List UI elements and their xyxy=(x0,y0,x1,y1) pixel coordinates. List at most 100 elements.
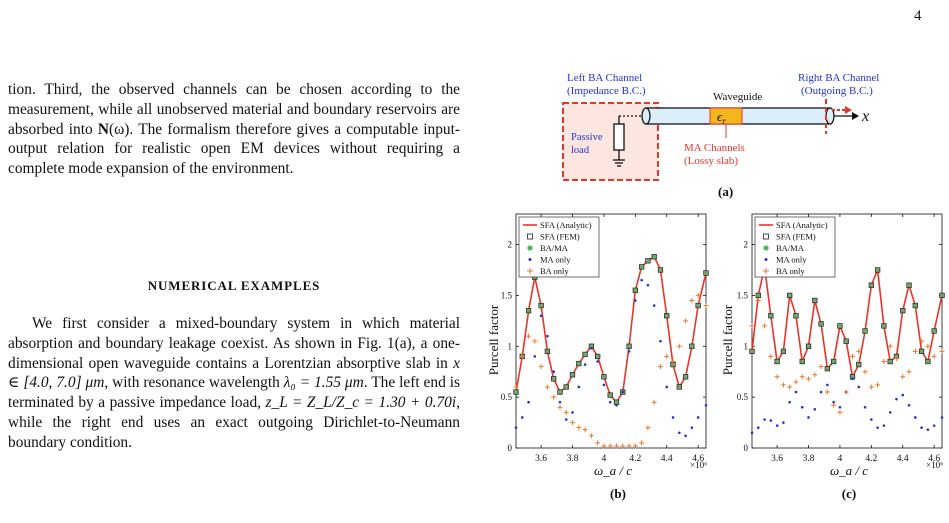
chart-c-point-sfa-fem xyxy=(881,323,887,329)
chart-c-point-sfa-fem xyxy=(862,328,868,334)
figure-a-schematic: Left BA Channel (Impedance B.C.) Passive… xyxy=(562,72,879,199)
ma-label-2: (Lossy slab) xyxy=(684,155,738,167)
chart-c: Purcell factor ω_a / c ×10⁶ (c) 3.6 3.8 4 4… xyxy=(722,213,945,501)
chart-c-point-ba-only xyxy=(843,389,849,395)
chart-b-point-ba-only xyxy=(620,443,626,449)
chart-b-point-ba-only xyxy=(576,425,582,431)
chart-b-point-sfa-fem xyxy=(563,384,569,390)
chart-c-ylabel: Purcell factor xyxy=(722,304,735,375)
chart-c-axes-box xyxy=(751,213,943,449)
chart-c-xtick-label: 3.8 xyxy=(803,454,815,464)
left-ba-label-2: (Impedance B.C.) xyxy=(567,85,646,97)
chart-b-point-ma-only xyxy=(608,400,612,404)
chart-b-ytick-label: 1.5 xyxy=(501,290,513,300)
chart-b-point-ba-only xyxy=(657,364,663,370)
chart-c-xtick-label: 4 xyxy=(838,454,843,464)
chart-b-point-ba-only xyxy=(626,443,632,449)
chart-c-point-ma-only xyxy=(876,426,879,429)
chart-c-point-ma-only xyxy=(920,426,923,429)
chart-c-point-sfa-fem xyxy=(887,358,893,365)
chart-b-xtick-label: 4 xyxy=(602,454,607,464)
x-axis-label: x xyxy=(861,108,869,125)
chart-b-point-ma-only xyxy=(640,278,643,282)
chart-b-point-ma-only xyxy=(590,346,593,350)
chart-c-legend-label: SFA (Analytic) xyxy=(776,220,828,230)
chart-b-point-ma-only xyxy=(571,411,574,414)
chart-c-point-ma-only xyxy=(932,424,936,427)
chart-c-point-ba-only xyxy=(906,369,912,375)
chart-c-point-ma-only xyxy=(763,418,766,421)
chart-b-point-ba-only xyxy=(519,353,525,359)
chart-b-point-ma-only xyxy=(678,431,681,435)
chart-c-point-sfa-fem xyxy=(768,313,774,319)
chart-b-point-ma-only xyxy=(520,416,524,419)
chart-c-point-ma-only xyxy=(782,421,785,424)
chart-b-point-ma-only xyxy=(602,383,606,387)
chart-c-point-sfa-fem xyxy=(755,292,761,299)
chart-b-caption: (b) xyxy=(610,486,626,501)
chart-b-ytick-label: 0.5 xyxy=(501,392,513,402)
chart-c-point-ba-only xyxy=(912,348,918,354)
chart-b-point-ba-only xyxy=(557,404,563,410)
lossy-slab xyxy=(709,107,743,125)
chart-b-point-sfa-fem xyxy=(525,308,532,314)
chart-b-point-ma-only xyxy=(596,360,599,363)
paragraph-2: We first consider a mixed-boundary syste… xyxy=(8,314,460,453)
chart-b-point-sfa-fem xyxy=(689,343,695,349)
n-symbol-arg: (ω) xyxy=(109,120,130,138)
chart-b-point-ma-only xyxy=(684,434,687,438)
chart-b-point-sfa-fem xyxy=(544,348,551,354)
outgoing-arrow-icon xyxy=(832,106,852,114)
chart-c-legend-swatch-square xyxy=(763,233,769,240)
chart-c-point-ba-only xyxy=(774,374,780,380)
chart-b-xtick-label: 4.4 xyxy=(661,454,673,464)
paragraph-2-s3: . The left end is terminated by a passiv… xyxy=(8,374,460,412)
chart-b-point-sfa-fem xyxy=(626,343,632,349)
chart-c-point-ma-only xyxy=(813,408,817,411)
x-axis-arrow-icon xyxy=(834,112,859,120)
chart-c-xtick-label: 4.6 xyxy=(928,454,940,464)
paragraph-2-s1: We first consider a mixed-boundary syste… xyxy=(8,315,460,372)
chart-b-point-sfa-fem xyxy=(613,399,620,405)
chart-b-point-ba-only xyxy=(526,333,532,339)
chart-c-point-ba-only xyxy=(868,384,874,390)
chart-b-point-ba-only xyxy=(601,443,607,449)
chart-b-ytick-label: 0 xyxy=(508,443,513,453)
chart-b-xtick-label: 3.8 xyxy=(567,454,579,464)
chart-b-legend-label: MA only xyxy=(540,255,571,265)
chart-b-point-ma-only xyxy=(659,339,662,343)
chart-b-ytick-label: 1 xyxy=(508,341,513,351)
chart-b-point-sfa-fem xyxy=(676,384,682,390)
chart-b-xlabel: ω_a / c xyxy=(594,463,632,478)
chart-c-legend-swatch-plus xyxy=(763,268,769,274)
chart-c-point-ma-only xyxy=(888,411,892,414)
chart-c-ytick-label: 2 xyxy=(744,240,749,250)
math-wavelength: λ₀ = 1.55 μm xyxy=(283,374,364,392)
chart-c-point-sfa-fem xyxy=(918,348,925,354)
chart-c-point-ma-only xyxy=(870,418,873,421)
chart-c-legend-swatch-dot xyxy=(764,258,768,261)
chart-b-point-sfa-fem xyxy=(703,270,709,276)
chart-b-point-ma-only xyxy=(671,416,675,419)
chart-c-point-sfa-fem xyxy=(818,321,824,327)
chart-c-point-ba-only xyxy=(799,374,805,380)
chart-b-legend-box xyxy=(518,216,600,278)
chart-b-point-sfa-fem xyxy=(576,360,582,367)
chart-c-point-ba-only xyxy=(875,382,881,388)
slab-epsilon: ϵr xyxy=(717,109,726,126)
chart-b-point-ba-only xyxy=(588,433,594,439)
chart-c-point-ba-only xyxy=(749,323,755,329)
chart-b-legend-label: SFA (FEM) xyxy=(540,232,580,242)
chart-b-axes-box xyxy=(515,213,707,449)
chart-b-legend-swatch-plus xyxy=(527,268,533,274)
chart-c-point-ma-only xyxy=(826,383,829,387)
chart-b-xtick-label: 4.6 xyxy=(692,454,704,464)
chart-c-point-ma-only xyxy=(807,416,810,419)
chart-b-point-ma-only xyxy=(533,355,537,358)
paragraph-2-s2: , with resonance wavelength xyxy=(104,374,284,392)
chart-b-point-ma-only xyxy=(690,426,694,429)
chart-b-point-ma-only xyxy=(704,403,708,407)
math-slab-range: x ∈ [4.0, 7.0] μm xyxy=(8,354,460,392)
chart-c-legend-label: SFA (FEM) xyxy=(776,232,816,242)
paragraph-1: tion. Third, the observed channels can b… xyxy=(8,80,460,179)
